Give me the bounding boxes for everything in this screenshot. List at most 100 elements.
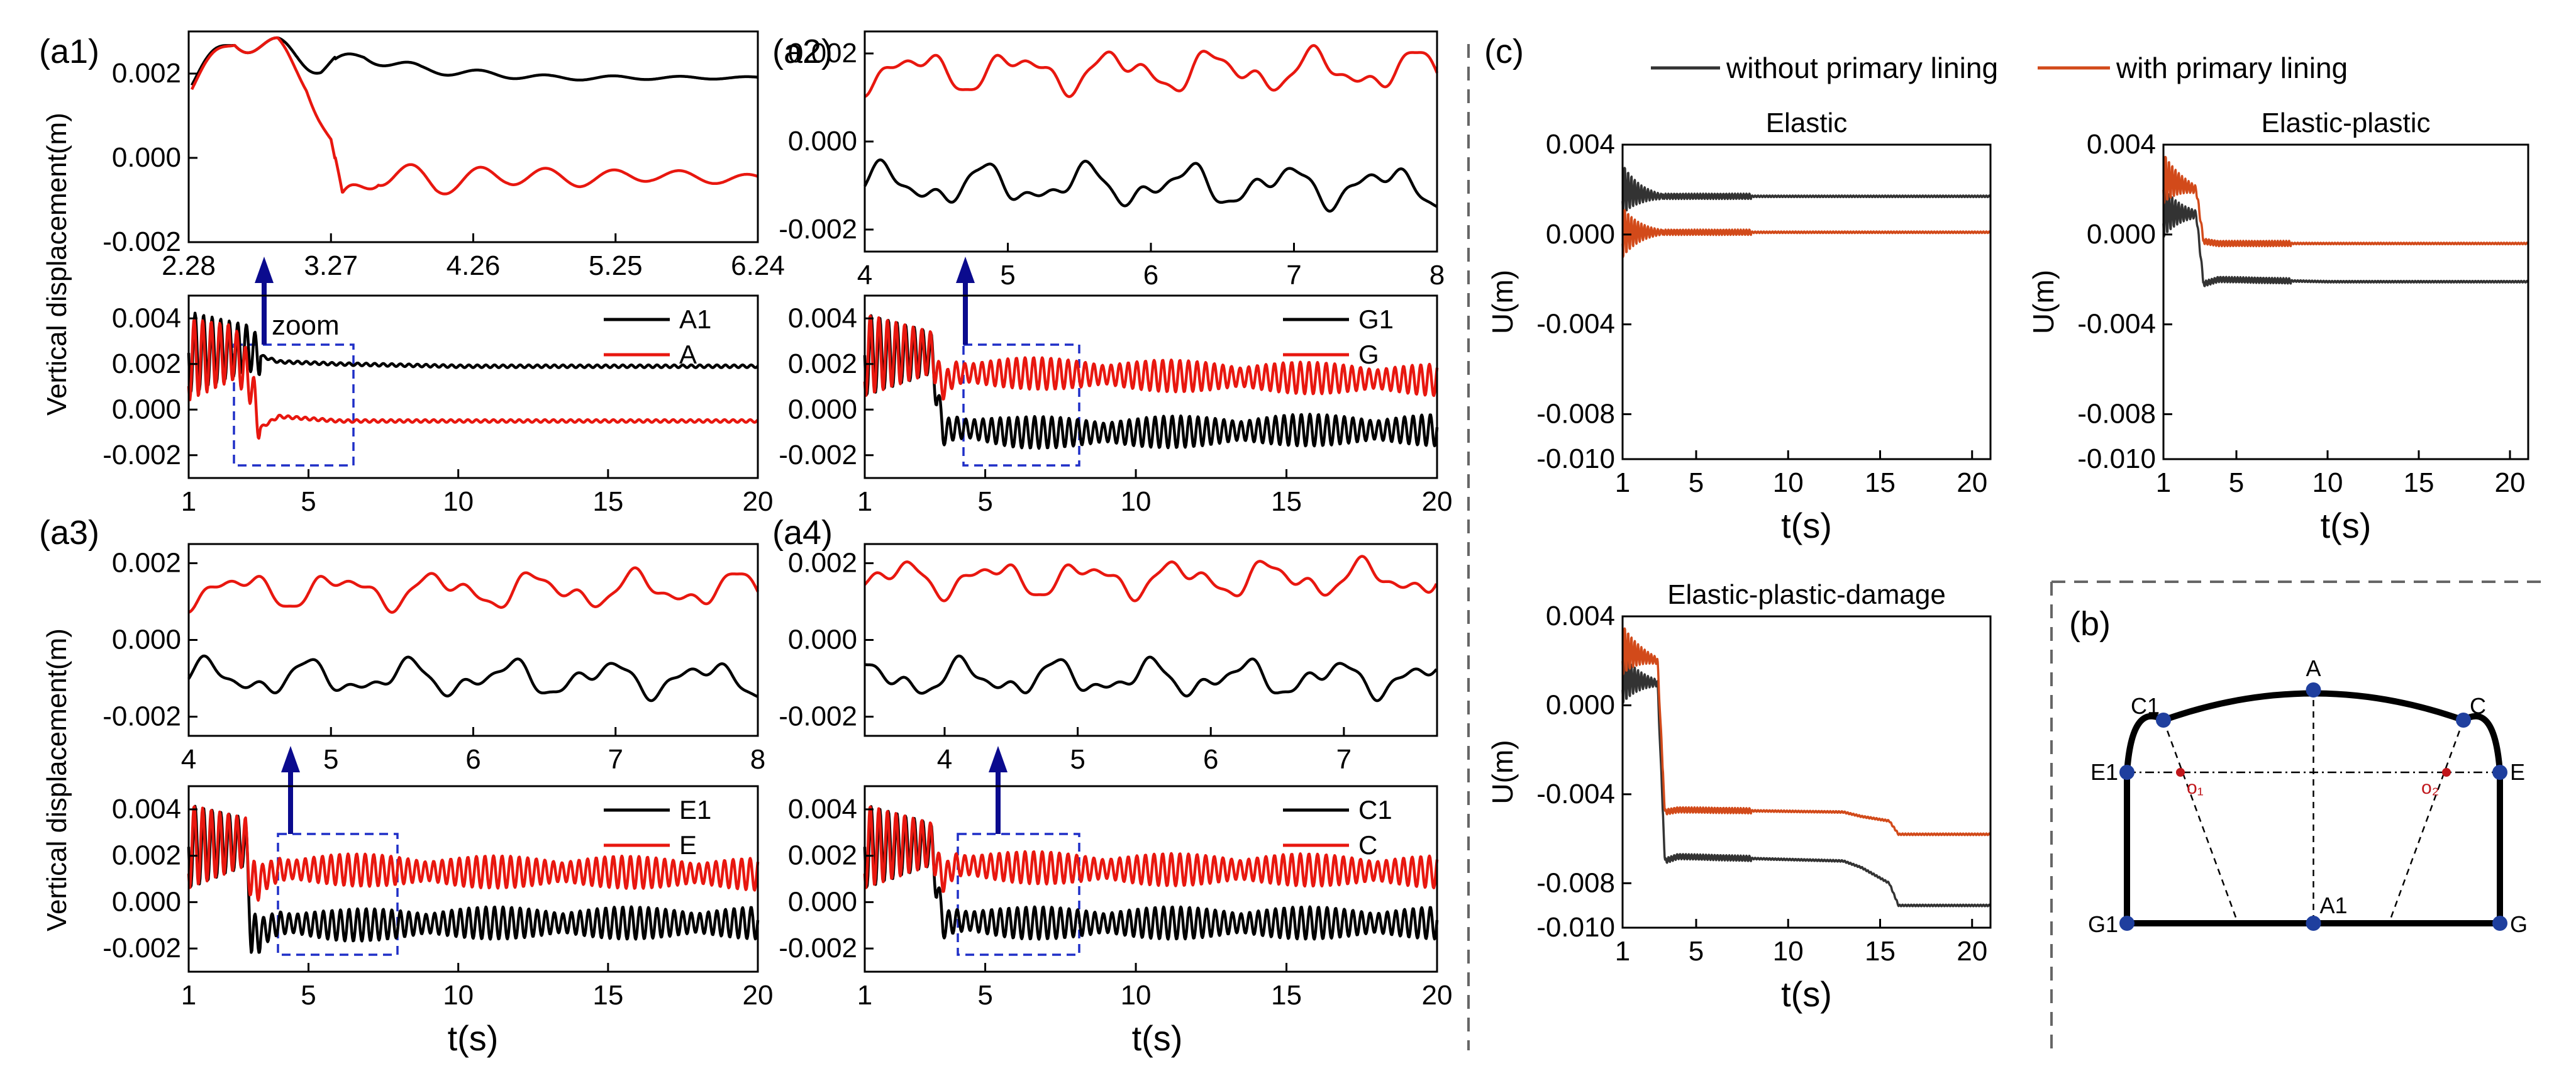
x-tick-label: 10 bbox=[1121, 980, 1152, 1011]
series-line-red bbox=[863, 555, 1438, 603]
tunnel-node-label: A1 bbox=[2320, 892, 2348, 918]
radius-line-left bbox=[2162, 720, 2239, 924]
y-tick-label: 0.002 bbox=[788, 548, 857, 579]
x-tick-label: 20 bbox=[1422, 486, 1453, 517]
y-tick-label: 0.002 bbox=[788, 38, 857, 69]
x-tick-label: 1 bbox=[857, 980, 872, 1011]
y-tick-label: -0.002 bbox=[103, 933, 181, 964]
x-tick-label: 5 bbox=[1070, 744, 1085, 775]
x-tick-label: 5 bbox=[1689, 467, 1704, 498]
y-tick-label: 0.002 bbox=[112, 348, 181, 379]
y-tick-label: 0.000 bbox=[1546, 689, 1615, 720]
legend-c-red-label: with primary lining bbox=[2116, 52, 2348, 84]
series-line-a1 bbox=[187, 311, 759, 394]
y-tick-label: 0.000 bbox=[788, 394, 857, 425]
legend-label: A1 bbox=[679, 304, 711, 334]
plot-frame bbox=[187, 294, 759, 479]
zoom-arrowhead-a4 bbox=[989, 746, 1008, 772]
y-tick-label: -0.002 bbox=[779, 701, 857, 732]
legend-label: E1 bbox=[679, 795, 711, 825]
series-line-without-primary-lining bbox=[2162, 189, 2529, 287]
y-tick-label: 0.002 bbox=[788, 840, 857, 871]
zoom-arrowhead-a1 bbox=[255, 257, 274, 283]
panel-a3-zoom: 4 5 6 7 8 0.002 0.000 -0.002 bbox=[103, 543, 765, 775]
x-tick-label: 6 bbox=[1143, 260, 1158, 291]
panel-title: Elastic bbox=[1766, 108, 1848, 138]
ylabel-a-top: Vertical displacement(m) bbox=[42, 113, 72, 416]
y-tick-label: 0.000 bbox=[788, 126, 857, 157]
y-tick-label: -0.008 bbox=[2077, 399, 2156, 430]
plot-frame bbox=[1621, 143, 1992, 460]
x-tick-label: 1 bbox=[181, 980, 196, 1011]
x-tick-label: 6.24 bbox=[731, 250, 785, 281]
zoom-indicator-a3 bbox=[277, 746, 399, 956]
x-tick-label: 20 bbox=[743, 486, 774, 517]
x-tick-label: 20 bbox=[1957, 467, 1987, 498]
x-tick-label: 15 bbox=[2404, 467, 2434, 498]
series-line-c bbox=[863, 805, 1439, 893]
plot-frame bbox=[187, 30, 759, 243]
panel-a2-zoom: 4 5 6 7 8 0.002 0.000 -0.002 bbox=[779, 30, 1445, 291]
series-line-without-primary-lining bbox=[1621, 167, 1992, 216]
y-axis-label: U(m) bbox=[1486, 270, 1519, 334]
tunnel-node-label: G bbox=[2510, 911, 2528, 937]
x-axis-label: t(s) bbox=[1781, 506, 1832, 545]
center-label: o₁ bbox=[2187, 777, 2204, 798]
zoom-box-a1 bbox=[233, 343, 355, 467]
legend-c-black-label: without primary lining bbox=[1726, 52, 1998, 84]
y-tick-label: 0.002 bbox=[112, 840, 181, 871]
tunnel-node-label: A bbox=[2306, 655, 2321, 681]
x-tick-label: 10 bbox=[443, 486, 474, 517]
y-tick-label: -0.004 bbox=[2077, 309, 2156, 340]
zoom-arrowhead-a3 bbox=[281, 746, 300, 772]
series-line-black bbox=[863, 654, 1438, 703]
zoom-box-a4 bbox=[957, 833, 1080, 956]
panel-label-b: (b) bbox=[2069, 605, 2111, 643]
panel-label-a3: (a3) bbox=[39, 514, 99, 552]
tunnel-node-label: G1 bbox=[2088, 911, 2118, 937]
y-tick-label: -0.002 bbox=[779, 440, 857, 470]
y-tick-label: 0.004 bbox=[1546, 601, 1615, 631]
series-line-red bbox=[190, 36, 759, 196]
x-tick-label: 5 bbox=[1689, 936, 1704, 967]
x-tick-label: 5 bbox=[977, 980, 992, 1011]
y-tick-label: 0.002 bbox=[112, 58, 181, 89]
panel-label-a4: (a4) bbox=[772, 514, 833, 552]
zoom-box-a2 bbox=[962, 343, 1080, 467]
y-tick-label: 0.004 bbox=[2087, 129, 2156, 160]
tunnel-node-label: C bbox=[2470, 693, 2486, 719]
zoom-label: zoom bbox=[272, 310, 340, 341]
y-axis-label: U(m) bbox=[2027, 270, 2060, 334]
series-line-a bbox=[187, 318, 759, 440]
y-tick-label: 0.000 bbox=[112, 886, 181, 917]
x-tick-label: 6 bbox=[465, 744, 480, 775]
x-tick-label: 10 bbox=[1773, 467, 1804, 498]
tunnel-node-c bbox=[2456, 713, 2471, 728]
y-tick-label: -0.008 bbox=[1536, 867, 1615, 898]
x-tick-label: 7 bbox=[1286, 260, 1301, 291]
y-tick-label: 0.000 bbox=[112, 625, 181, 655]
x-axis-label: t(s) bbox=[2321, 506, 2372, 545]
x-tick-label: 15 bbox=[1271, 486, 1302, 517]
panel-c-elastic-plastic: 1 5 10 15 200.0040.000-0.004-0.008-0.010Elas… bbox=[2027, 108, 2529, 545]
x-tick-label: 1 bbox=[1615, 936, 1630, 967]
tunnel-node-g1 bbox=[2119, 916, 2135, 931]
x-tick-label: 4 bbox=[937, 744, 952, 775]
y-tick-label: 0.000 bbox=[112, 394, 181, 425]
zoom-indicator-a1: zoom bbox=[233, 257, 355, 467]
series-line-red bbox=[187, 566, 760, 614]
zoom-arrowhead-a2 bbox=[956, 257, 975, 283]
x-tick-label: 4.26 bbox=[447, 250, 501, 281]
x-tick-label: 1 bbox=[2156, 467, 2171, 498]
y-tick-label: -0.002 bbox=[103, 226, 181, 257]
ylabel-a-bottom: Vertical displacement(m) bbox=[42, 628, 72, 931]
series-line-without-primary-lining bbox=[1621, 655, 1992, 908]
plot-frame bbox=[863, 785, 1438, 973]
x-tick-label: 1 bbox=[857, 486, 872, 517]
x-tick-label: 20 bbox=[1957, 936, 1987, 967]
panel-label-a2: (a2) bbox=[772, 33, 833, 70]
series-line-e bbox=[187, 805, 760, 902]
